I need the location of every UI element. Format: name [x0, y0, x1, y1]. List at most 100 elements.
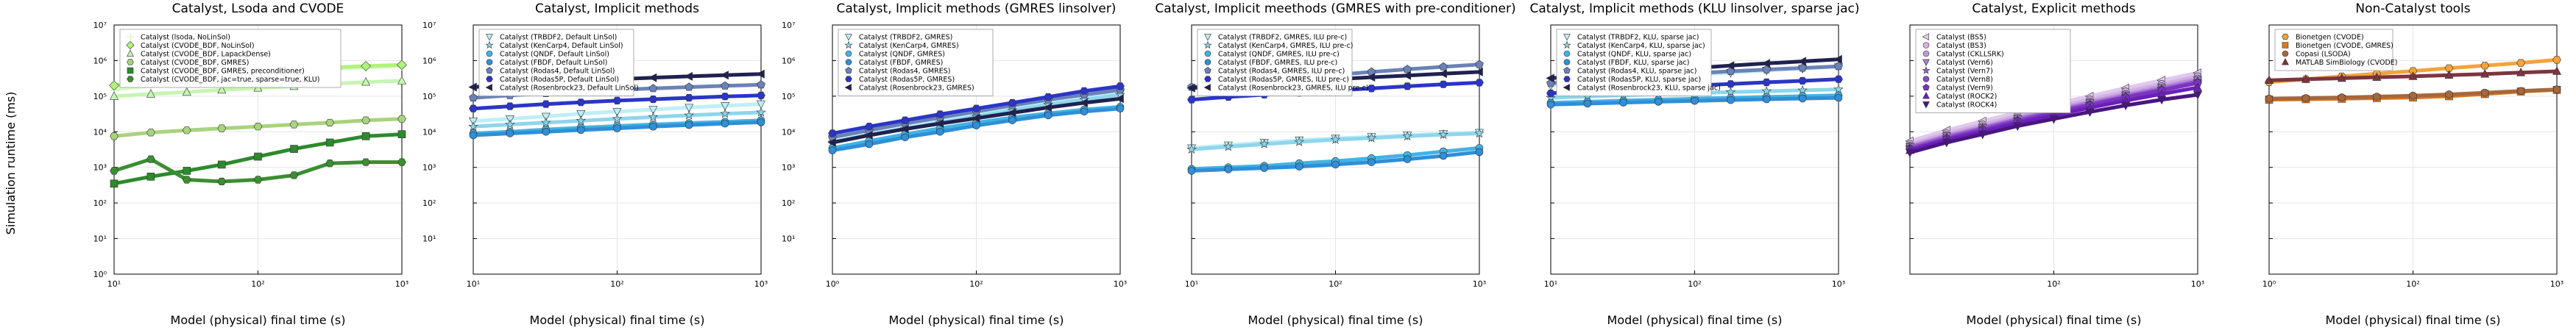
data-point	[1403, 82, 1412, 90]
data-point	[2480, 88, 2489, 97]
legend-label: Catalyst (FBDF, GMRES)	[859, 59, 943, 67]
legend-marker	[1203, 40, 1212, 49]
legend-marker	[1922, 101, 1930, 109]
legend-marker	[127, 33, 134, 40]
x-tick-label: 10²	[2406, 279, 2419, 289]
panel-title: Catalyst, Implicit methods (KLU linsolve…	[1529, 1, 1859, 16]
data-point	[1224, 165, 1233, 173]
data-point	[1798, 63, 1807, 72]
legend-marker	[126, 40, 135, 50]
x-tick-label: 10³	[1114, 279, 1127, 289]
data-point	[648, 73, 657, 82]
data-point	[2552, 56, 2561, 64]
data-point	[1007, 108, 1016, 118]
x-tick-label: 10²	[1328, 279, 1342, 289]
series-6	[469, 91, 765, 112]
x-tick-label: 10³	[1832, 279, 1845, 289]
data-point	[756, 69, 765, 79]
data-point	[1691, 96, 1699, 105]
data-point	[217, 160, 226, 169]
data-point	[721, 119, 729, 128]
legend-label: Catalyst (Rodas4, GMRES, ILU pre-c)	[1218, 68, 1345, 76]
legend-label: Catalyst (Vern7)	[1936, 68, 1993, 76]
data-point	[325, 159, 335, 168]
y-tick-label: 10²	[93, 198, 107, 208]
data-point	[1116, 104, 1125, 112]
data-point	[648, 84, 658, 93]
data-point	[109, 80, 119, 91]
data-point	[2193, 82, 2202, 91]
data-point	[612, 96, 622, 104]
x-axis-label: Model (physical) final time (s)	[1248, 313, 1423, 327]
panel-3: Catalyst, Implicit methods (GMRES linsol…	[826, 1, 1127, 327]
x-tick-label: 10²	[2047, 279, 2060, 289]
legend-label: Catalyst (KenCarp4, GMRES, ILU pre-c)	[1218, 42, 1354, 50]
data-point	[361, 60, 372, 71]
legend-marker	[1922, 84, 1930, 90]
legend-marker	[1204, 34, 1211, 41]
legend-label: Catalyst (Vern6)	[1936, 59, 1993, 67]
series-4	[1187, 148, 1484, 175]
data-point	[110, 179, 118, 188]
data-point	[217, 177, 227, 185]
legend-marker	[1563, 76, 1571, 82]
legend-marker	[844, 40, 853, 49]
x-tick-label: 10¹	[1544, 279, 1557, 289]
legend-label: Catalyst (TRBDF2, GMRES)	[859, 34, 952, 42]
data-point	[1366, 73, 1376, 82]
x-tick-label: 10³	[2191, 279, 2204, 289]
x-tick-label: 10²	[251, 279, 264, 289]
data-point	[721, 102, 730, 111]
x-axis-label: Model (physical) final time (s)	[171, 313, 346, 327]
series-4	[828, 104, 1125, 154]
data-point	[1367, 85, 1376, 93]
data-point	[613, 124, 621, 132]
data-point	[1546, 90, 1555, 98]
legend: Catalyst (BS5)Catalyst (BS3)Catalyst (CK…	[1915, 29, 2071, 113]
data-point	[325, 138, 334, 147]
y-tick-label-right: 10⁵	[782, 92, 795, 101]
legend-marker	[845, 34, 852, 41]
data-point	[1331, 160, 1340, 169]
legend-marker	[1922, 66, 1931, 74]
data-point	[1366, 132, 1377, 143]
legend: Catalyst (lsoda, NoLinSol)Catalyst (CVOD…	[119, 29, 342, 88]
data-point	[1834, 62, 1843, 71]
x-axis-label: Model (physical) final time (s)	[1607, 313, 1783, 327]
legend-label: Catalyst (Rodas5P, KLU, sparse jac)	[1577, 76, 1701, 84]
data-point	[2157, 96, 2167, 105]
data-point	[541, 112, 551, 122]
data-point	[2013, 122, 2023, 132]
series-2	[468, 107, 766, 132]
legend-label: Catalyst (TRBDF2, GMRES, ILU pre-c)	[1218, 34, 1347, 42]
data-point	[1833, 54, 1842, 64]
legend-label: Catalyst (QNDF, Default LinSol)	[500, 51, 609, 59]
legend-marker	[845, 76, 852, 82]
data-point	[828, 129, 837, 137]
data-point	[1295, 162, 1303, 171]
data-point	[325, 118, 335, 126]
data-point	[935, 119, 944, 129]
legend-marker	[127, 49, 134, 57]
data-point	[1474, 67, 1483, 76]
panel-5: Catalyst, Implicit methods (KLU linsolve…	[1529, 1, 1859, 327]
data-point	[2338, 93, 2346, 101]
data-point	[1115, 94, 1124, 104]
y-tick-label-right: 10⁴	[422, 127, 436, 137]
data-point	[289, 121, 299, 129]
legend-marker	[845, 59, 852, 65]
data-point	[756, 107, 766, 117]
y-tick-label-right: 10⁴	[782, 127, 796, 137]
data-point	[1080, 107, 1089, 116]
y-tick-label: 10⁶	[93, 56, 107, 65]
data-point	[397, 60, 407, 71]
legend-label: Catalyst (CVODE_BDF, GMRES, precondition…	[141, 68, 305, 76]
data-point	[1906, 148, 1914, 158]
data-point	[1978, 130, 1987, 140]
data-point	[1116, 82, 1125, 90]
legend-label: Catalyst (Rosenbrock23, GMRES)	[859, 85, 974, 93]
figure-ylabel: Simulation runtime (ms)	[4, 92, 18, 235]
panel-4: Catalyst, Implicit meethods (GMRES with …	[1155, 1, 1515, 327]
legend-marker	[485, 84, 492, 91]
panel-title: Catalyst, Implicit methods (GMRES linsol…	[837, 1, 1117, 16]
